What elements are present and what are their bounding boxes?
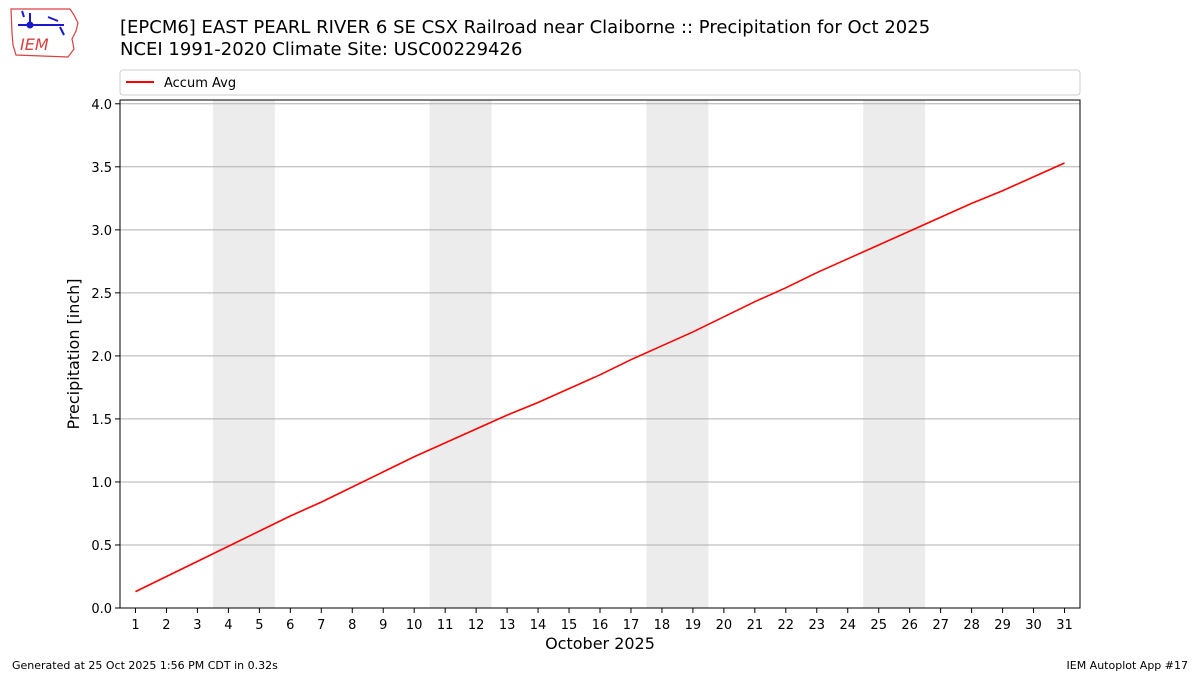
weekend-bands xyxy=(212,100,926,608)
legend: Accum Avg xyxy=(119,69,1081,96)
y-tick-label: 1.5 xyxy=(91,413,112,428)
x-tick-label: 1 xyxy=(131,618,139,633)
x-tick-label: 28 xyxy=(963,618,980,633)
x-tick-label: 31 xyxy=(1056,618,1073,633)
weekend-band xyxy=(429,100,492,608)
x-tick-label: 12 xyxy=(468,618,485,633)
x-tick-label: 11 xyxy=(437,618,454,633)
x-tick-label: 23 xyxy=(809,618,826,633)
x-tick-label: 9 xyxy=(379,618,387,633)
x-tick-label: 27 xyxy=(932,618,949,633)
logo-state-outline xyxy=(10,8,79,58)
x-tick-label: 21 xyxy=(747,618,764,633)
y-tick-label: 4.0 xyxy=(91,98,112,113)
y-tick-label: 3.0 xyxy=(91,224,112,239)
y-tick-label: 0.0 xyxy=(91,602,112,617)
x-tick-label: 16 xyxy=(592,618,609,633)
x-tick-label: 3 xyxy=(193,618,201,633)
y-tick-label: 2.5 xyxy=(91,287,112,302)
x-tick-label: 2 xyxy=(162,618,170,633)
x-tick-label: 22 xyxy=(778,618,795,633)
footer-app-label: IEM Autoplot App #17 xyxy=(1066,659,1189,672)
series-line-accum-avg xyxy=(135,162,1065,593)
x-tick-label: 25 xyxy=(870,618,887,633)
x-tick-label: 14 xyxy=(530,618,547,633)
legend-label-accum-avg: Accum Avg xyxy=(164,76,236,91)
x-tick-label: 29 xyxy=(994,618,1011,633)
x-tick-label: 30 xyxy=(1025,618,1042,633)
y-gridlines xyxy=(120,103,1080,546)
weekend-band xyxy=(646,100,709,608)
chart-title: [EPCM6] EAST PEARL RIVER 6 SE CSX Railro… xyxy=(120,17,931,38)
y-tick-label: 3.5 xyxy=(91,161,112,176)
x-tick-label: 26 xyxy=(901,618,918,633)
x-tick-label: 15 xyxy=(561,618,578,633)
x-axis-ticks: 1 2 3 4 5 6 7 8 9 10 11 12 13 14 15 16 17 18 19 20 21 22 23 24 2… xyxy=(131,608,1073,633)
x-tick-label: 10 xyxy=(406,618,423,633)
x-tick-label: 5 xyxy=(255,618,263,633)
chart-title-block: [EPCM6] EAST PEARL RIVER 6 SE CSX Railro… xyxy=(120,17,930,61)
y-axis-ticks: 0.0 0.5 1.0 1.5 2.0 2.5 3.0 3.5 4.0 xyxy=(91,98,120,617)
x-tick-label: 20 xyxy=(716,618,733,633)
y-tick-label: 1.0 xyxy=(91,476,112,491)
x-tick-label: 13 xyxy=(499,618,516,633)
weekend-band xyxy=(863,100,926,608)
y-tick-label: 2.0 xyxy=(91,350,112,365)
x-tick-label: 4 xyxy=(224,618,232,633)
y-axis-label: Precipitation [inch] xyxy=(64,278,83,429)
x-tick-label: 6 xyxy=(286,618,294,633)
legend-box xyxy=(119,69,1081,96)
footer-generated-text: Generated at 25 Oct 2025 1:56 PM CDT in … xyxy=(12,659,278,672)
x-tick-label: 7 xyxy=(317,618,325,633)
y-tick-label: 0.5 xyxy=(91,539,112,554)
logo-text: IEM xyxy=(20,35,49,54)
weekend-band xyxy=(212,100,275,608)
x-tick-label: 17 xyxy=(623,618,640,633)
x-tick-label: 8 xyxy=(348,618,356,633)
iem-logo-graphic: IEM xyxy=(10,8,79,58)
x-axis-label: October 2025 xyxy=(545,634,655,653)
chart-subtitle: NCEI 1991-2020 Climate Site: USC00229426 xyxy=(120,39,523,60)
x-tick-label: 24 xyxy=(839,618,856,633)
iem-logo: IEM xyxy=(8,5,82,63)
x-tick-label: 19 xyxy=(685,618,702,633)
x-tick-label: 18 xyxy=(654,618,671,633)
weather-station-icon xyxy=(18,10,65,36)
